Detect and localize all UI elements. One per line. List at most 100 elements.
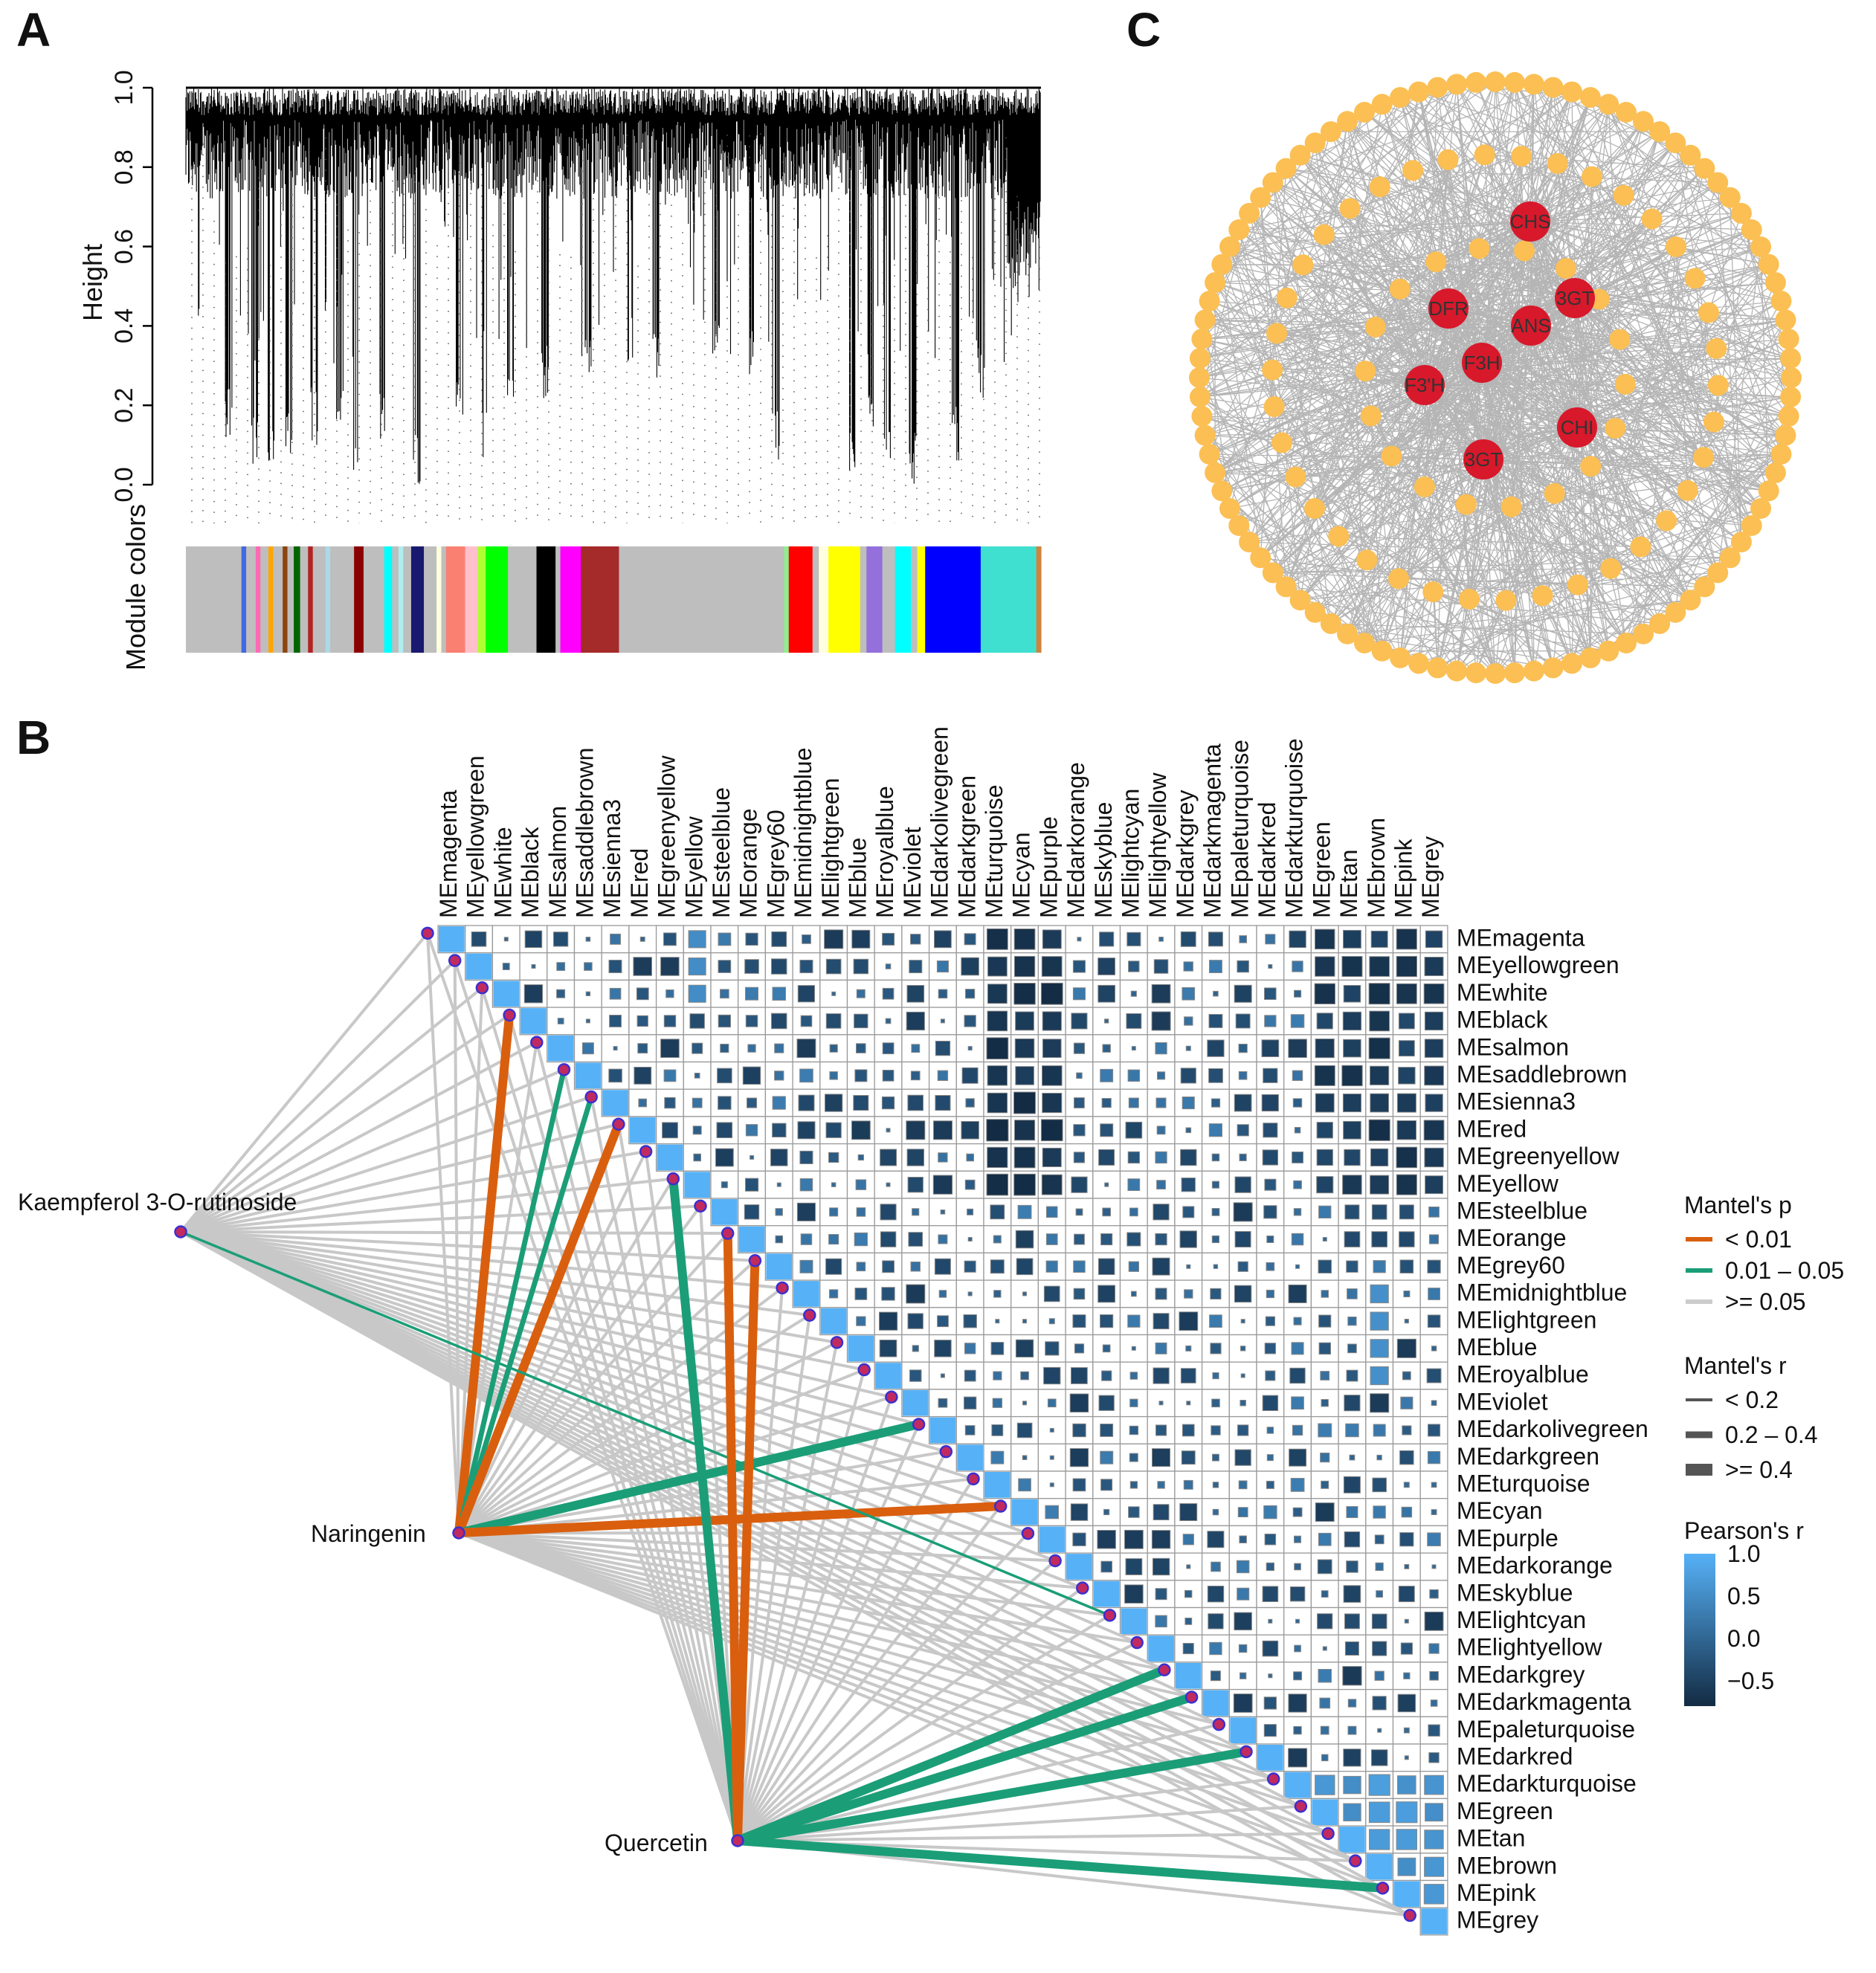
row-label: MEorange	[1457, 1224, 1567, 1251]
heatmap-square	[964, 1015, 976, 1027]
heatmap-square	[1346, 1506, 1358, 1518]
heatmap-square	[1291, 1233, 1304, 1246]
heatmap-square	[1402, 1371, 1411, 1381]
mantel-link-nonsignificant	[458, 1531, 1302, 1808]
module-node	[1076, 1581, 1089, 1595]
module-node	[1376, 1882, 1390, 1895]
heatmap-square	[796, 1202, 816, 1221]
hub-gene-label: ANS	[1511, 314, 1550, 337]
network-node	[1211, 254, 1233, 275]
heatmap-square	[1342, 1175, 1362, 1195]
heatmap-square	[1041, 956, 1063, 977]
heatmap-square	[1403, 1482, 1410, 1488]
module-color-segment	[925, 546, 981, 653]
heatmap-square	[993, 1371, 1002, 1381]
heatmap-square	[1238, 1044, 1248, 1053]
heatmap-square	[990, 1342, 1005, 1355]
module-color-segment	[403, 546, 412, 653]
heatmap-square	[1317, 1559, 1332, 1575]
row-label: MEbrown	[1457, 1852, 1557, 1879]
heatmap-square	[1179, 1230, 1197, 1248]
pearson-tick-label: 0.0	[1727, 1625, 1760, 1652]
heatmap-cell	[1283, 1088, 1312, 1117]
mantel-link-nonsignificant	[458, 1531, 1247, 1754]
heatmap-diagonal-cell	[1121, 1608, 1147, 1635]
heatmap-square	[1343, 1585, 1361, 1603]
heatmap-square	[523, 984, 544, 1004]
mantel-link-significant	[723, 1233, 742, 1841]
pearson-tick-label: 1.0	[1727, 1540, 1760, 1567]
heatmap-square	[1074, 1233, 1085, 1245]
heatmap-square	[1376, 1590, 1383, 1598]
module-color-segment	[186, 546, 242, 653]
mantel-link-nonsignificant	[180, 1230, 1411, 1917]
heatmap-square	[1072, 1478, 1086, 1492]
heatmap-square	[531, 964, 536, 969]
heatmap-square	[1373, 1424, 1386, 1437]
heatmap-square	[1315, 1093, 1335, 1113]
module-color-segment	[465, 546, 479, 653]
heatmap-square	[1342, 1011, 1362, 1031]
module-node	[475, 981, 489, 995]
heatmap-square	[1402, 1425, 1412, 1436]
y-tick-label: 0.8	[110, 149, 138, 184]
network-node	[1469, 238, 1490, 259]
heatmap-square	[1316, 1149, 1333, 1166]
heatmap-square	[1294, 1127, 1301, 1134]
heatmap-square	[750, 1155, 755, 1160]
column-label: MEbrown	[1363, 818, 1390, 918]
heatmap-square	[1399, 1259, 1414, 1274]
heatmap-square	[799, 1259, 813, 1273]
heatmap-square	[991, 1424, 1004, 1436]
heatmap-square	[986, 1037, 1009, 1060]
heatmap-square	[1262, 1395, 1279, 1411]
heatmap-square	[886, 1182, 891, 1187]
heatmap-square	[1429, 1589, 1439, 1599]
network-node	[1289, 144, 1311, 166]
module-color-segment	[860, 546, 867, 653]
heatmap-square	[553, 931, 569, 947]
heatmap-square	[856, 989, 866, 998]
heatmap-square	[689, 1013, 705, 1029]
heatmap-square	[906, 1284, 926, 1304]
heatmap-square	[772, 1096, 786, 1110]
column-label: MEdarkmagenta	[1199, 743, 1226, 918]
network-node	[1532, 585, 1553, 607]
row-label: MEgrey	[1457, 1907, 1538, 1934]
heatmap-square	[1428, 1643, 1440, 1654]
heatmap-square	[1070, 1503, 1089, 1521]
heatmap-square	[1155, 1042, 1167, 1055]
heatmap-square	[907, 1177, 924, 1193]
heatmap-square	[1042, 1011, 1062, 1031]
module-color-segment	[784, 546, 790, 653]
mantel-link-significant	[668, 1178, 742, 1841]
heatmap-square	[1045, 1206, 1058, 1218]
network-node	[1408, 653, 1429, 674]
heatmap-square	[1153, 959, 1169, 974]
network-node	[1388, 568, 1409, 590]
network-node	[1337, 623, 1358, 645]
heatmap-square	[1318, 1669, 1332, 1683]
module-color-segment	[866, 546, 883, 653]
heatmap-square	[747, 1044, 756, 1053]
network-node	[1741, 515, 1762, 536]
heatmap-square	[1129, 1425, 1139, 1436]
heatmap-square	[1210, 1288, 1222, 1300]
heatmap-square	[1045, 1260, 1058, 1273]
legend-p-item: < 0.01	[1725, 1226, 1792, 1253]
heatmap-square	[1152, 1257, 1170, 1276]
heatmap-square	[829, 1289, 839, 1299]
module-color-segment	[325, 546, 331, 653]
heatmap-cell	[1201, 952, 1230, 981]
hub-gene-node	[1510, 201, 1550, 242]
heatmap-square	[1264, 987, 1277, 1001]
heatmap-square	[1237, 1124, 1249, 1137]
heatmap-square	[1015, 1339, 1034, 1357]
mantel-nodes	[174, 926, 1416, 1922]
heatmap-square	[1398, 1013, 1415, 1030]
heatmap-square	[1370, 1148, 1389, 1167]
mantel-link-nonsignificant	[458, 1531, 1274, 1780]
heatmap-square	[909, 1369, 922, 1382]
heatmap-square	[1290, 1478, 1305, 1492]
network-node	[1633, 623, 1654, 645]
